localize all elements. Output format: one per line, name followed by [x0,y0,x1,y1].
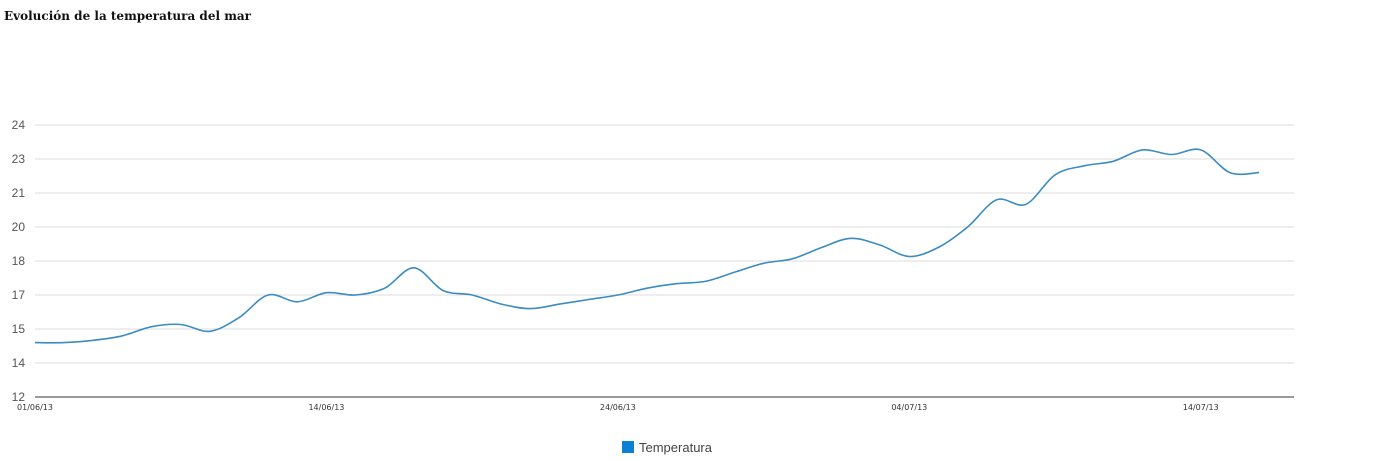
x-tick-label: 24/06/13 [600,403,636,412]
y-tick-label: 12 [12,390,26,404]
legend: Temperatura [622,440,713,455]
y-tick-label: 15 [12,322,26,336]
y-tick-label: 24 [12,118,26,132]
y-tick-label: 18 [12,254,26,268]
legend-label: Temperatura [639,440,713,455]
x-tick-label: 04/07/13 [891,403,927,412]
series-line-temperatura [34,148,1260,344]
y-tick-label: 14 [12,356,26,370]
y-tick-label: 20 [12,220,26,234]
y-tick-label: 17 [12,288,26,302]
x-tick-label: 14/06/13 [308,403,344,412]
y-tick-label: 21 [12,186,26,200]
x-tick-label: 01/06/13 [17,403,53,412]
chart-title: Evolución de la temperatura del mar [4,9,251,23]
legend-swatch [622,441,634,453]
y-tick-label: 23 [12,152,26,166]
x-tick-label: 14/07/13 [1183,403,1219,412]
